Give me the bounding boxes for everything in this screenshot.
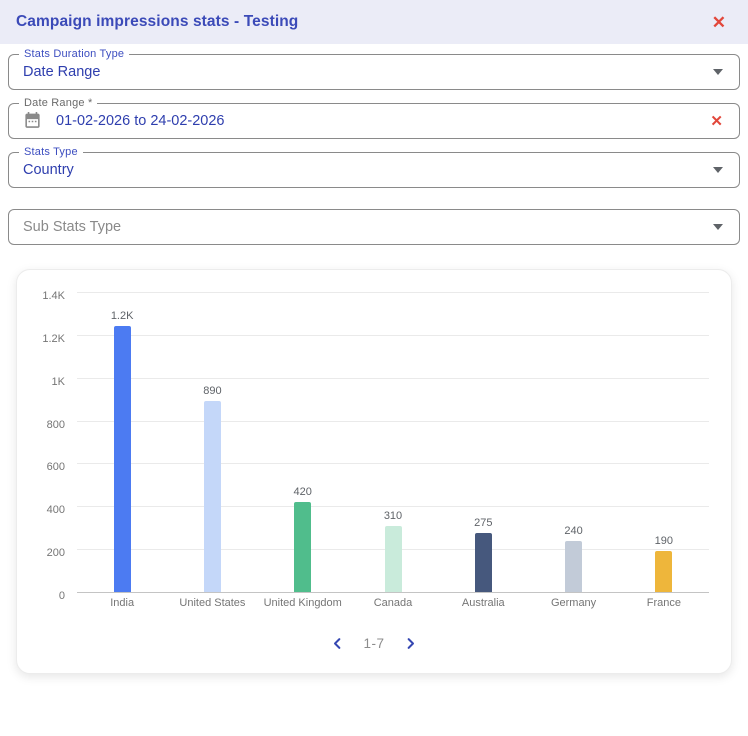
impressions-bar-chart: 1.4K 1.2K 1K 800 600 400 200 0 1.2K India 890 Unite… <box>23 288 717 620</box>
stats-duration-type-value: Date Range <box>23 64 101 80</box>
next-page-button[interactable] <box>401 634 420 653</box>
bar-value-label: 1.2K <box>110 310 134 323</box>
gridline <box>77 420 709 422</box>
sub-stats-type-placeholder: Sub Stats Type <box>23 219 122 235</box>
y-axis-tick-label: 1.4K <box>42 290 65 302</box>
stats-duration-type-label: Stats Duration Type <box>19 48 130 60</box>
date-range-label: Date Range * <box>19 97 98 109</box>
previous-page-button[interactable] <box>328 634 347 653</box>
gridline <box>77 592 709 593</box>
chevron-down-icon <box>713 69 723 75</box>
calendar-icon[interactable] <box>23 111 42 131</box>
stats-form: Stats Duration Type Date Range Date Rang… <box>0 44 748 245</box>
page-range-label: 1-7 <box>363 636 385 651</box>
stats-type-label: Stats Type <box>19 146 83 158</box>
gridline <box>77 292 709 293</box>
stats-duration-type-select[interactable]: Stats Duration Type Date Range <box>8 48 740 90</box>
y-axis-tick-label: 400 <box>46 504 65 517</box>
dialog-header: Campaign impressions stats - Testing ✕ <box>0 0 748 44</box>
x-axis-category-label: Germany <box>550 597 597 609</box>
bar-india[interactable] <box>113 326 131 592</box>
x-axis-category-label: United Kingdom <box>263 597 342 609</box>
bar-germany[interactable] <box>565 540 583 592</box>
gridline <box>77 334 709 336</box>
bar-value-label: 240 <box>564 524 583 537</box>
y-axis-tick-label: 1K <box>51 375 65 388</box>
chevron-down-icon <box>713 224 723 230</box>
stats-type-value: Country <box>23 162 74 178</box>
clear-date-icon[interactable]: ✕ <box>710 112 723 130</box>
date-range-value: 01-02-2026 to 24-02-2026 <box>56 113 225 129</box>
x-axis-category-label: United States <box>179 597 246 609</box>
bar-canada[interactable] <box>384 525 402 592</box>
stats-type-select[interactable]: Stats Type Country <box>8 146 740 188</box>
sub-stats-type-select[interactable]: Sub Stats Type <box>8 209 740 245</box>
gridline <box>77 377 709 379</box>
gridline <box>77 463 709 465</box>
chevron-down-icon <box>713 167 723 173</box>
gridline <box>77 506 709 508</box>
bar-value-label: 310 <box>383 509 403 522</box>
bar-value-label: 420 <box>293 486 312 498</box>
y-axis-tick-label: 1.2K <box>42 332 65 345</box>
y-axis-tick-label: 200 <box>46 547 65 560</box>
bar-value-label: 890 <box>203 385 222 398</box>
y-axis-tick-label: 0 <box>58 590 65 602</box>
x-axis-category-label: India <box>110 597 135 609</box>
bar-united-kingdom[interactable] <box>294 502 312 592</box>
bar-united-states[interactable] <box>203 401 221 592</box>
close-icon[interactable]: ✕ <box>708 12 730 33</box>
date-range-field[interactable]: Date Range * 01-02-2026 to 24-02-2026 ✕ <box>8 97 740 139</box>
chart-card: 1.4K 1.2K 1K 800 600 400 200 0 1.2K India 890 Unite… <box>16 269 732 674</box>
x-axis-category-label: Australia <box>461 597 505 609</box>
x-axis-category-label: France <box>646 597 681 609</box>
chevron-right-icon <box>407 638 414 649</box>
chart-pagination: 1-7 <box>23 620 725 661</box>
campaign-stats-dialog: Campaign impressions stats - Testing ✕ S… <box>0 0 748 674</box>
bar-value-label: 190 <box>654 535 674 548</box>
bar-france[interactable] <box>655 551 673 592</box>
y-axis-tick-label: 600 <box>46 461 65 474</box>
x-axis-category-label: Canada <box>373 597 413 609</box>
dialog-title: Campaign impressions stats - Testing <box>16 13 299 30</box>
y-axis-tick-label: 800 <box>46 418 65 431</box>
chevron-left-icon <box>334 638 341 649</box>
bar-value-label: 275 <box>474 517 493 530</box>
bar-australia[interactable] <box>474 533 492 592</box>
